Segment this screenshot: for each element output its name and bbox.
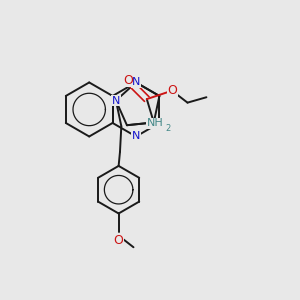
Text: O: O [114,234,124,247]
Text: N: N [112,95,120,106]
Text: O: O [123,74,133,87]
Text: NH: NH [147,118,164,128]
Text: N: N [132,131,140,142]
Text: 2: 2 [165,124,170,133]
Text: O: O [168,84,178,97]
Text: N: N [132,77,140,87]
